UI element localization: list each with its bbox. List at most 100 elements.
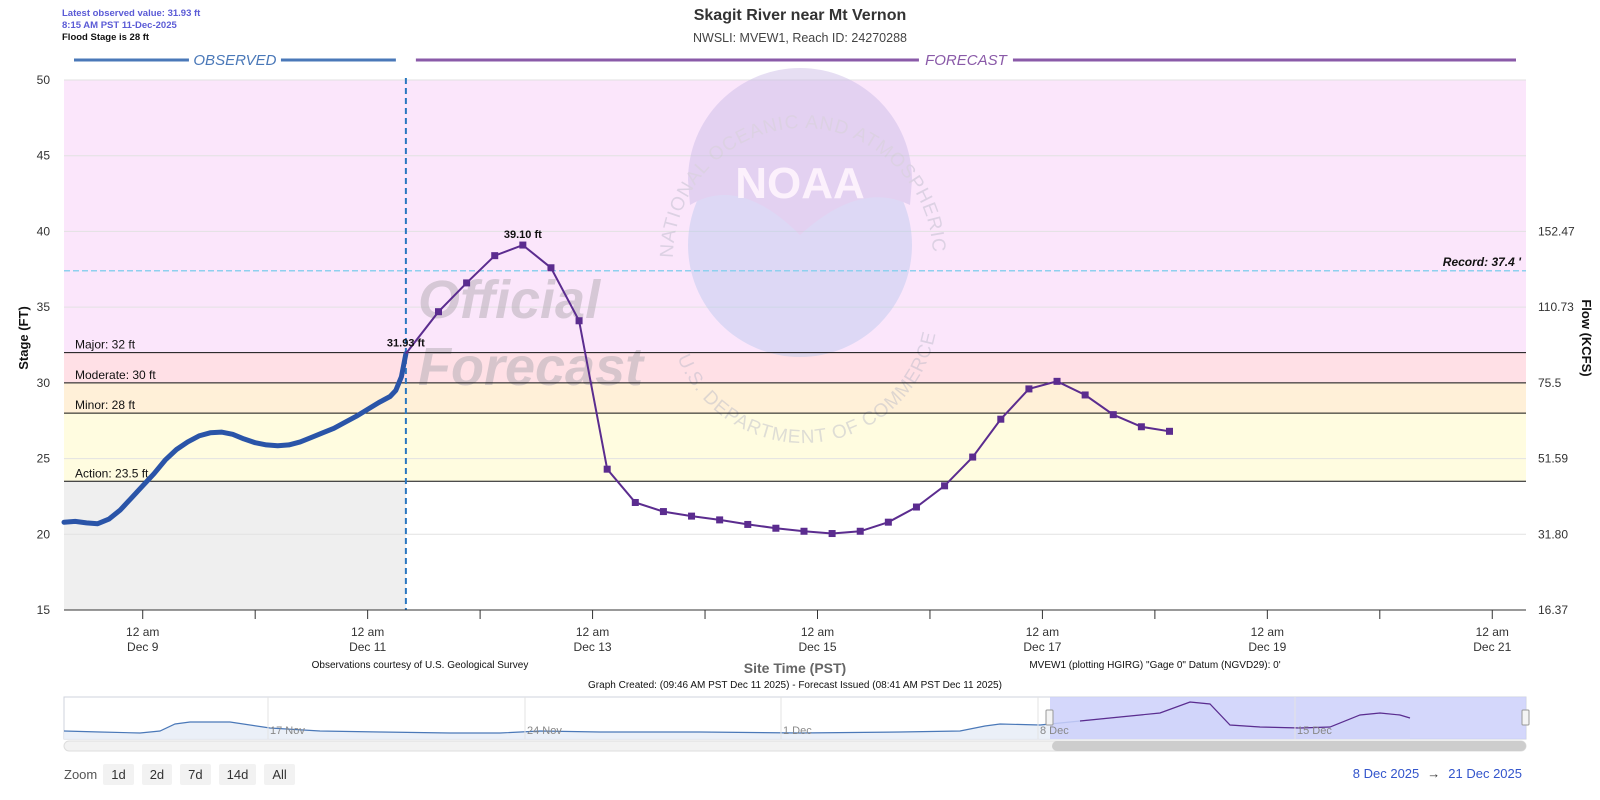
x-tick-label-time-15: 12 am xyxy=(801,625,834,639)
value-annotation-1: 39.10 ft xyxy=(504,229,542,241)
official-stamp-line2: Forecast xyxy=(418,337,645,397)
official-stamp-line1: Official xyxy=(418,270,601,330)
axes: 15 20 25 30 35 40 45 50 16.37 31.80 51.59 75.5 110.7… xyxy=(37,73,1575,654)
x-tick-label-date-19: Dec 19 xyxy=(1248,640,1286,654)
x-tick-label-date-13: Dec 13 xyxy=(574,640,612,654)
zoom-all-button[interactable]: All xyxy=(264,763,295,785)
zoom-1d-button[interactable]: 1d xyxy=(103,763,134,785)
range-to-date[interactable]: 21 Dec 2025 xyxy=(1448,766,1522,781)
observed-header-label: OBSERVED xyxy=(193,52,276,69)
data-series xyxy=(61,241,1173,538)
flood-zone-2 xyxy=(64,382,1526,414)
y-tick-label-45: 45 xyxy=(37,149,51,163)
zoom-2d-button[interactable]: 2d xyxy=(141,763,173,785)
forecast-point-10 xyxy=(688,512,696,520)
y-tick-label-40: 40 xyxy=(37,224,51,238)
y2-tick-label-20: 31.80 xyxy=(1538,527,1568,541)
y-tick-label-20: 20 xyxy=(37,527,51,541)
forecast-series-line xyxy=(405,243,1170,535)
x-tick-label-time-11: 12 am xyxy=(351,625,384,639)
period-headers: OBSERVED FORECAST xyxy=(74,52,1516,69)
graph-created-note: Graph Created: (09:46 AM PST Dec 11 2025… xyxy=(588,680,1002,691)
forecast-point-26 xyxy=(1137,423,1145,431)
noaa-logo-bird xyxy=(688,68,912,235)
flood-zone-3 xyxy=(64,352,1526,383)
forecast-point-18 xyxy=(912,503,920,511)
navigator-label-4: 15 Dec xyxy=(1297,725,1332,737)
latest-observation-box: Latest observed value: 31.93 ft 8:15 AM … xyxy=(62,8,200,44)
forecast-point-21 xyxy=(997,415,1005,423)
navigator[interactable]: 17 Nov 24 Nov 1 Dec 8 Dec 15 Dec xyxy=(63,696,1530,752)
y-tick-label-25: 25 xyxy=(37,452,51,466)
forecast-point-4 xyxy=(519,241,527,249)
navigator-label-2: 1 Dec xyxy=(783,725,812,737)
range-arrow-icon: → xyxy=(1427,766,1441,781)
forecast-point-1 xyxy=(434,308,442,316)
noaa-logo-text: NOAA xyxy=(735,159,865,208)
navigator-selection[interactable] xyxy=(1050,697,1526,739)
zoom-14d-button[interactable]: 14d xyxy=(218,763,257,785)
threshold-lines: Major: 32 ft Moderate: 30 ft Minor: 28 ft A… xyxy=(64,338,1526,482)
forecast-point-3 xyxy=(491,252,499,260)
navigator-label-3: 8 Dec xyxy=(1040,725,1069,737)
y2-axis-title: Flow (KCFS) xyxy=(1579,299,1594,376)
range-from-date[interactable]: 8 Dec 2025 xyxy=(1352,766,1420,781)
forecast-point-13 xyxy=(772,524,780,532)
observed-period-shade xyxy=(64,481,406,610)
zoom-7d-button[interactable]: 7d xyxy=(180,763,211,785)
y2-tick-label-25: 51.59 xyxy=(1538,452,1568,466)
x-tick-label-date-9: Dec 9 xyxy=(127,640,159,654)
forecast-point-7 xyxy=(603,465,611,473)
navigator-scrollbar-thumb[interactable] xyxy=(1052,741,1526,751)
observed-series-line xyxy=(61,351,409,527)
value-annotations: 31.93 ft 39.10 ft xyxy=(387,229,542,350)
forecast-point-2 xyxy=(463,279,471,287)
forecast-point-14 xyxy=(800,527,808,535)
forecast-point-23 xyxy=(1053,377,1061,385)
forecast-point-12 xyxy=(744,520,752,528)
forecast-header-label: FORECAST xyxy=(925,52,1009,69)
y2-tick-label-30: 75.5 xyxy=(1538,376,1562,390)
x-tick-label-time-19: 12 am xyxy=(1251,625,1284,639)
y2-tick-label-35: 110.73 xyxy=(1538,300,1574,314)
flood-stage-note: Flood Stage is 28 ft xyxy=(62,32,150,43)
latest-observed-value: Latest observed value: 31.93 ft xyxy=(62,8,201,19)
x-tick-label-time-17: 12 am xyxy=(1026,625,1059,639)
datum-note: MVEW1 (plotting HGIRG) "Gage 0" Datum (N… xyxy=(1029,660,1280,671)
forecast-point-24 xyxy=(1081,391,1089,399)
x-tick-label-time-9: 12 am xyxy=(126,625,159,639)
zoom-label: Zoom xyxy=(64,766,98,782)
chart-subtitle: NWSLI: MVEW1, Reach ID: 24270288 xyxy=(693,31,907,45)
y-tick-label-35: 35 xyxy=(37,300,51,314)
threshold-label-action: Action: 23.5 ft xyxy=(75,466,149,480)
navigator-handle-right[interactable] xyxy=(1521,709,1530,726)
navigator-label-0: 17 Nov xyxy=(270,725,305,737)
x-tick-label-date-11: Dec 11 xyxy=(349,640,386,654)
x-axis-title: Site Time (PST) xyxy=(744,660,846,676)
forecast-point-15 xyxy=(828,530,836,538)
forecast-point-19 xyxy=(941,482,949,490)
forecast-point-11 xyxy=(716,516,724,524)
x-tick-label-date-21: Dec 21 xyxy=(1473,640,1511,654)
forecast-point-27 xyxy=(1165,427,1173,435)
official-forecast-stamp: Official Forecast xyxy=(418,270,645,397)
x-tick-label-date-17: Dec 17 xyxy=(1023,640,1061,654)
forecast-point-25 xyxy=(1109,411,1117,419)
y2-tick-label-40: 152.47 xyxy=(1538,224,1575,238)
y-tick-label-50: 50 xyxy=(37,73,51,87)
navigator-label-1: 24 Nov xyxy=(527,725,562,737)
value-annotation-0: 31.93 ft xyxy=(387,338,425,350)
threshold-label-moderate: Moderate: 30 ft xyxy=(75,368,156,382)
navigator-handle-left[interactable] xyxy=(1045,709,1054,726)
y2-tick-label-15: 16.37 xyxy=(1538,603,1568,617)
y-axis-title: Stage (FT) xyxy=(16,306,31,370)
threshold-label-minor: Minor: 28 ft xyxy=(75,398,136,412)
flood-zone-1 xyxy=(64,413,1526,482)
navigator-labels: 17 Nov 24 Nov 1 Dec 8 Dec 15 Dec xyxy=(267,697,1332,739)
zoom-bar: Zoom 1d 2d 7d 14d All xyxy=(64,763,303,785)
forecast-point-5 xyxy=(547,264,555,272)
forecast-point-17 xyxy=(884,518,892,526)
latest-observed-time: 8:15 AM PST 11-Dec-2025 xyxy=(62,20,177,31)
x-tick-label-time-21: 12 am xyxy=(1476,625,1509,639)
